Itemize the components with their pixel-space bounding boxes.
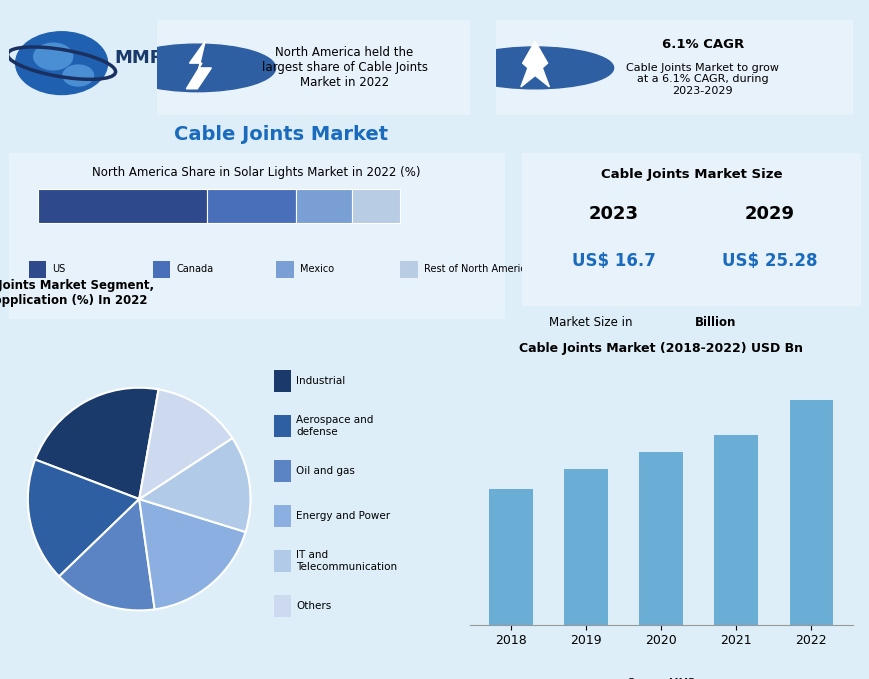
Text: IT and
Telecommunication: IT and Telecommunication [296, 551, 397, 572]
Text: Mexico: Mexico [300, 264, 334, 274]
Wedge shape [139, 389, 232, 499]
Text: Cable Joints Market: Cable Joints Market [175, 126, 388, 144]
Text: Industrial: Industrial [296, 376, 345, 386]
Text: Canada: Canada [176, 264, 213, 274]
Circle shape [34, 43, 73, 70]
FancyBboxPatch shape [478, 15, 869, 121]
Bar [273, 460, 290, 481]
Text: 2023: 2023 [588, 205, 638, 223]
Text: Source:MMR: Source:MMR [626, 678, 695, 679]
Bar [639, 452, 682, 625]
Text: Oil and gas: Oil and gas [296, 466, 355, 476]
Text: 6.1% CAGR: 6.1% CAGR [661, 37, 743, 51]
Wedge shape [28, 460, 139, 576]
Text: North America Share in Solar Lights Market in 2022 (%): North America Share in Solar Lights Mark… [92, 166, 421, 179]
Text: North America held the
largest share of Cable Joints
Market in 2022: North America held the largest share of … [262, 46, 427, 90]
Circle shape [456, 47, 613, 89]
FancyBboxPatch shape [0, 148, 519, 324]
Text: US$ 16.7: US$ 16.7 [571, 252, 655, 270]
Bar [276, 261, 294, 278]
Text: Energy and Power: Energy and Power [296, 511, 390, 521]
Bar [152, 261, 169, 278]
Text: Billion: Billion [694, 316, 735, 329]
Circle shape [16, 32, 108, 94]
Wedge shape [139, 438, 250, 532]
Bar [38, 189, 207, 223]
Bar [400, 261, 417, 278]
Text: Market Size in: Market Size in [548, 316, 635, 329]
Bar [29, 261, 46, 278]
Circle shape [119, 44, 275, 92]
Title: Cable Joints Market (2018-2022) USD Bn: Cable Joints Market (2018-2022) USD Bn [519, 342, 802, 354]
Text: Others: Others [296, 602, 331, 611]
Bar [488, 489, 532, 625]
Polygon shape [521, 41, 549, 87]
Bar [207, 189, 295, 223]
Bar [713, 435, 757, 625]
Text: Cable Joints Market to grow
at a 6.1% CAGR, during
2023-2029: Cable Joints Market to grow at a 6.1% CA… [626, 62, 779, 96]
Wedge shape [35, 388, 158, 499]
Bar [273, 370, 290, 392]
Bar [564, 469, 607, 625]
Title: Cable Joints Market Segment,
by Appplication (%) In 2022: Cable Joints Market Segment, by Appplica… [0, 279, 154, 307]
Bar [789, 400, 833, 625]
Bar [273, 595, 290, 617]
Wedge shape [59, 499, 155, 610]
Wedge shape [139, 499, 245, 609]
Circle shape [63, 65, 94, 86]
FancyBboxPatch shape [141, 15, 485, 121]
Text: Aerospace and
defense: Aerospace and defense [296, 416, 374, 437]
Bar [295, 189, 352, 223]
Text: US: US [52, 264, 65, 274]
Text: MMR: MMR [115, 50, 163, 67]
Text: Cable Joints Market Size: Cable Joints Market Size [600, 168, 781, 181]
Polygon shape [186, 41, 211, 89]
Text: Rest of North America: Rest of North America [424, 264, 532, 274]
FancyBboxPatch shape [511, 148, 869, 310]
Bar [352, 189, 400, 223]
Bar [273, 505, 290, 527]
Text: US$ 25.28: US$ 25.28 [721, 252, 817, 270]
Bar [273, 551, 290, 572]
Text: 2029: 2029 [744, 205, 793, 223]
Bar [273, 416, 290, 437]
